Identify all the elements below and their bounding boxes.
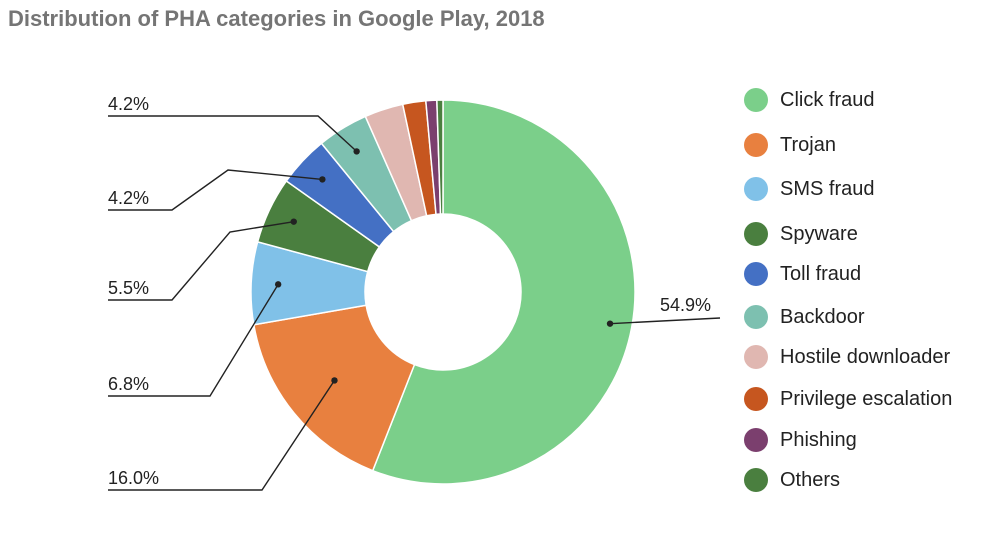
- legend-item-privilege-escalation: Privilege escalation: [744, 385, 952, 413]
- legend-item-others: Others: [744, 466, 840, 494]
- data-label-click-fraud: 54.9%: [660, 295, 711, 315]
- callout-line-click-fraud: [609, 317, 721, 325]
- legend-item-phishing: Phishing: [744, 426, 857, 454]
- legend-swatch: [744, 428, 768, 452]
- legend-swatch: [744, 468, 768, 492]
- legend-label: Backdoor: [780, 305, 865, 328]
- legend-item-hostile-downloader: Hostile downloader: [744, 343, 950, 371]
- callout-line-trojan: [108, 380, 336, 491]
- slice-others: [436, 99, 444, 215]
- slice-click-fraud: [371, 99, 636, 485]
- legend-swatch: [744, 88, 768, 112]
- legend-item-backdoor: Backdoor: [744, 303, 865, 331]
- callout-line-backdoor: [108, 115, 358, 152]
- legend-label: Toll fraud: [780, 262, 862, 285]
- legend-swatch: [744, 305, 768, 329]
- legend-label: Spyware: [780, 222, 858, 245]
- legend-label: Phishing: [780, 428, 857, 451]
- legend-label: SMS fraud: [780, 177, 875, 200]
- callout-line-sms-fraud: [108, 283, 279, 397]
- legend-item-toll-fraud: Toll fraud: [744, 260, 861, 288]
- callout-dot-sms-fraud: [274, 281, 282, 288]
- legend-swatch: [744, 222, 768, 246]
- legend-label: Trojan: [780, 133, 836, 156]
- legend-item-trojan: Trojan: [744, 131, 836, 159]
- data-label-spyware: 5.5%: [108, 278, 149, 298]
- callout-line-spyware: [108, 220, 294, 301]
- data-label-sms-fraud: 6.8%: [108, 374, 149, 394]
- data-label-trojan: 16.0%: [108, 468, 159, 488]
- legend-item-sms-fraud: SMS fraud: [744, 175, 874, 203]
- legend-label: Others: [780, 468, 841, 491]
- slice-trojan: [252, 304, 416, 472]
- legend-swatch: [744, 387, 768, 411]
- legend-swatch: [744, 262, 768, 286]
- legend-swatch: [744, 345, 768, 369]
- data-label-backdoor: 4.2%: [108, 94, 149, 114]
- legend-swatch: [744, 177, 768, 201]
- callout-line-toll-fraud: [108, 169, 323, 211]
- legend-item-spyware: Spyware: [744, 220, 858, 248]
- legend-swatch: [744, 133, 768, 157]
- legend-item-click-fraud: Click fraud: [744, 86, 874, 114]
- chart-title: Distribution of PHA categories in Google…: [8, 6, 545, 31]
- legend-label: Privilege escalation: [780, 387, 953, 410]
- legend-label: Click fraud: [780, 88, 875, 111]
- legend-label: Hostile downloader: [780, 345, 951, 368]
- data-label-toll-fraud: 4.2%: [108, 188, 149, 208]
